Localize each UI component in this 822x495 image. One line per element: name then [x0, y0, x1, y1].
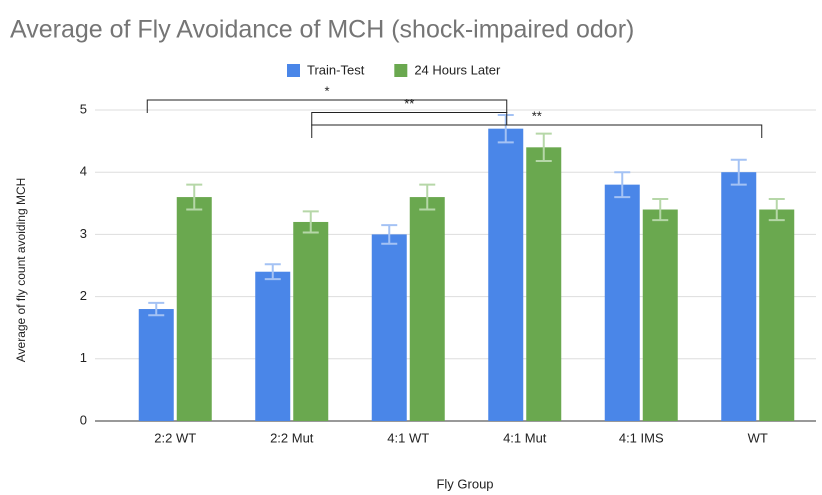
bar	[488, 128, 524, 421]
bar	[642, 209, 678, 421]
y-axis-label: Average of fly count avoiding MCH	[14, 178, 28, 363]
bar	[526, 147, 562, 421]
x-tick-label: WT	[748, 430, 768, 445]
legend-swatch	[394, 64, 408, 77]
error-bar	[768, 197, 785, 222]
error-bar	[186, 183, 203, 211]
error-bar	[497, 113, 514, 144]
bar	[176, 197, 212, 421]
significance-label: **	[532, 108, 542, 123]
significance-bracket	[146, 99, 508, 113]
bar	[255, 271, 291, 421]
error-bar	[381, 224, 398, 245]
error-bar	[730, 158, 747, 186]
x-axis-label: Fly Group	[436, 476, 493, 491]
error-bar	[302, 210, 319, 234]
y-tick-label: 0	[80, 412, 87, 427]
error-bar	[614, 171, 631, 199]
y-tick-label: 4	[80, 164, 87, 179]
chart-title: Average of Fly Avoidance of MCH (shock-i…	[10, 16, 634, 44]
significance-from: 2:2 WT	[147, 99, 151, 101]
bar	[409, 197, 445, 421]
error-bar	[652, 197, 669, 222]
error-bar	[419, 183, 436, 211]
legend-label: Train-Test	[307, 62, 365, 77]
bar	[138, 309, 174, 421]
x-tick-label: 2:2 Mut	[270, 430, 314, 445]
error-bar	[264, 263, 281, 281]
bar	[759, 209, 795, 421]
error-bar	[148, 301, 165, 317]
significance-label: **	[404, 96, 414, 111]
y-tick-label: 1	[80, 350, 87, 365]
error-bar	[535, 132, 552, 163]
bar	[721, 172, 757, 421]
y-tick-label: 5	[80, 101, 87, 116]
significance-bracket	[311, 112, 508, 126]
x-tick-label: 4:1 Mut	[503, 430, 547, 445]
significance-bracket	[311, 124, 763, 138]
legend-label: 24 Hours Later	[414, 62, 501, 77]
bar	[604, 184, 640, 421]
y-tick-label: 2	[80, 288, 87, 303]
significance-label: *	[324, 83, 329, 98]
y-tick-label: 3	[80, 226, 87, 241]
x-tick-label: 2:2 WT	[154, 430, 196, 445]
x-tick-label: 4:1 WT	[387, 430, 429, 445]
legend-swatch	[287, 64, 300, 77]
bar	[293, 221, 329, 421]
x-tick-label: 4:1 IMS	[619, 430, 664, 445]
bar	[371, 234, 407, 421]
